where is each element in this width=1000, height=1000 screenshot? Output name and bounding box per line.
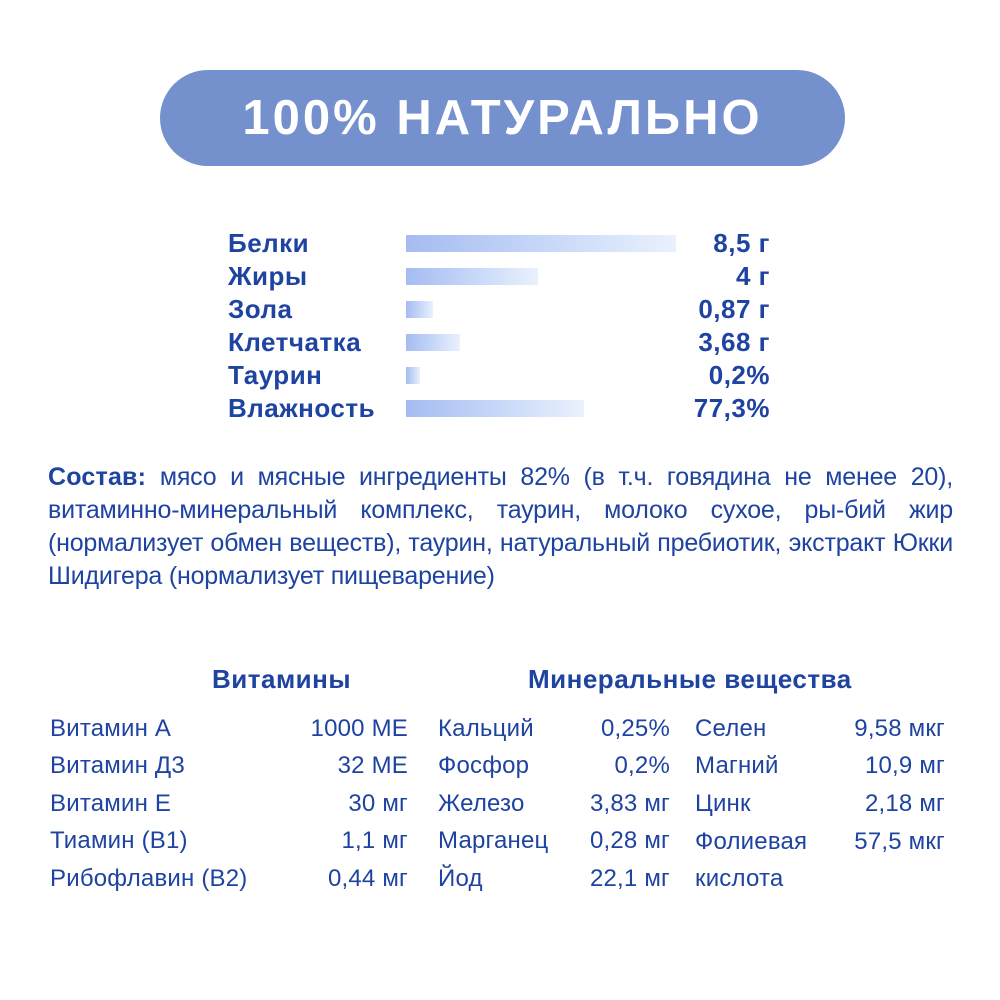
bar <box>406 334 460 351</box>
nutrient-value: 0,2% <box>708 360 770 390</box>
mineral-name: Магний <box>695 752 779 780</box>
nutrient-label: Зола <box>228 294 293 324</box>
bar-track <box>406 334 676 351</box>
vitamin-name: Тиамин (В1) <box>50 827 188 855</box>
mineral-value: 0,25% <box>600 714 670 742</box>
table-row: Цинк 2,18 мг <box>695 785 945 823</box>
mineral-value: 0,2% <box>614 752 670 780</box>
table-row: Витамин Е 30 мг <box>50 785 408 823</box>
chart-row: Жиры 4 г <box>228 260 770 293</box>
mineral-value: 57,5 мкг <box>854 827 945 855</box>
minerals-table-col1: Кальций 0,25% Фосфор 0,2% Железо 3,83 мг… <box>438 710 670 898</box>
table-row: Йод 22,1 мг <box>438 860 670 898</box>
bar-track <box>406 367 676 384</box>
mineral-name: Фолиевая кислота <box>695 827 808 893</box>
mineral-value: 22,1 мг <box>589 864 670 892</box>
nutrient-label: Белки <box>228 228 310 258</box>
mineral-name: Селен <box>695 714 767 742</box>
nutrient-value: 4 г <box>735 261 770 291</box>
nutrient-value: 3,68 г <box>698 327 770 357</box>
table-row: Магний 10,9 мг <box>695 748 945 786</box>
mineral-name: Фосфор <box>438 752 530 780</box>
bar <box>406 268 539 285</box>
vitamin-name: Витамин А <box>50 714 172 742</box>
table-row: Витамин А 1000 МЕ <box>50 710 408 748</box>
nutrition-bar-chart: Белки 8,5 г Жиры 4 г Зола 0,87 г Клетчат… <box>228 227 770 425</box>
mineral-name: Кальций <box>438 714 534 742</box>
chart-row: Белки 8,5 г <box>228 227 770 260</box>
table-row: Железо 3,83 мг <box>438 785 670 823</box>
nutrient-label: Таурин <box>228 360 323 390</box>
table-row: Марганец 0,28 мг <box>438 823 670 861</box>
composition-label: Состав: <box>48 463 147 491</box>
bar-track <box>406 235 676 252</box>
mineral-value: 3,83 мг <box>589 789 670 817</box>
natural-badge-label: 100% НАТУРАЛЬНО <box>242 91 763 145</box>
table-row: Кальций 0,25% <box>438 710 670 748</box>
mineral-name: Железо <box>438 789 525 817</box>
chart-row: Клетчатка 3,68 г <box>228 326 770 359</box>
vitamin-value: 1,1 мг <box>341 827 408 855</box>
vitamin-name: Витамин Е <box>50 789 172 817</box>
chart-row: Таурин 0,2% <box>228 359 770 392</box>
bar <box>406 301 433 318</box>
bar-track <box>406 268 676 285</box>
vitamin-value: 32 МЕ <box>337 752 408 780</box>
mineral-name: Цинк <box>695 789 751 817</box>
mineral-value: 0,28 мг <box>589 827 670 855</box>
bar-track <box>406 301 676 318</box>
nutrient-label: Клетчатка <box>228 327 362 357</box>
chart-row: Влажность 77,3% <box>228 392 770 425</box>
nutrient-value: 77,3% <box>693 393 770 423</box>
table-row: Тиамин (В1) 1,1 мг <box>50 823 408 861</box>
vitamin-value: 0,44 мг <box>327 864 408 892</box>
mineral-value: 2,18 мг <box>864 789 945 817</box>
table-row: Рибофлавин (В2) 0,44 мг <box>50 860 408 898</box>
vitamin-value: 30 мг <box>348 789 408 817</box>
table-row: Фолиевая кислота 57,5 мкг <box>695 823 945 898</box>
minerals-header: Минеральные вещества <box>528 664 852 694</box>
table-row: Фосфор 0,2% <box>438 748 670 786</box>
vitamin-name: Витамин Д3 <box>50 752 185 780</box>
composition-text: мясо и мясные ингредиенты 82% (в т.ч. го… <box>48 463 953 590</box>
mineral-value: 9,58 мкг <box>854 714 945 742</box>
vitamins-table: Витамин А 1000 МЕ Витамин Д3 32 МЕ Витам… <box>50 710 408 898</box>
nutrient-label: Влажность <box>228 393 376 423</box>
bar-track <box>406 400 676 417</box>
table-row: Витамин Д3 32 МЕ <box>50 748 408 786</box>
table-row: Селен 9,58 мкг <box>695 710 945 748</box>
nutrient-value: 0,87 г <box>698 294 770 324</box>
minerals-table-col2: Селен 9,58 мкг Магний 10,9 мг Цинк 2,18 … <box>695 710 945 898</box>
composition-paragraph: Состав: мясо и мясные ингредиенты 82% (в… <box>48 461 953 593</box>
mineral-name: Марганец <box>438 827 549 855</box>
nutrient-label: Жиры <box>228 261 308 291</box>
chart-row: Зола 0,87 г <box>228 293 770 326</box>
vitamin-value: 1000 МЕ <box>310 714 408 742</box>
vitamin-name: Рибофлавин (В2) <box>50 864 248 892</box>
bar <box>406 400 585 417</box>
vitamins-header: Витамины <box>212 664 352 694</box>
bar <box>406 367 420 384</box>
natural-badge: 100% НАТУРАЛЬНО <box>160 70 845 166</box>
nutrient-value: 8,5 г <box>713 228 770 258</box>
bar <box>406 235 676 252</box>
mineral-name: Йод <box>438 864 483 892</box>
mineral-value: 10,9 мг <box>864 752 945 780</box>
